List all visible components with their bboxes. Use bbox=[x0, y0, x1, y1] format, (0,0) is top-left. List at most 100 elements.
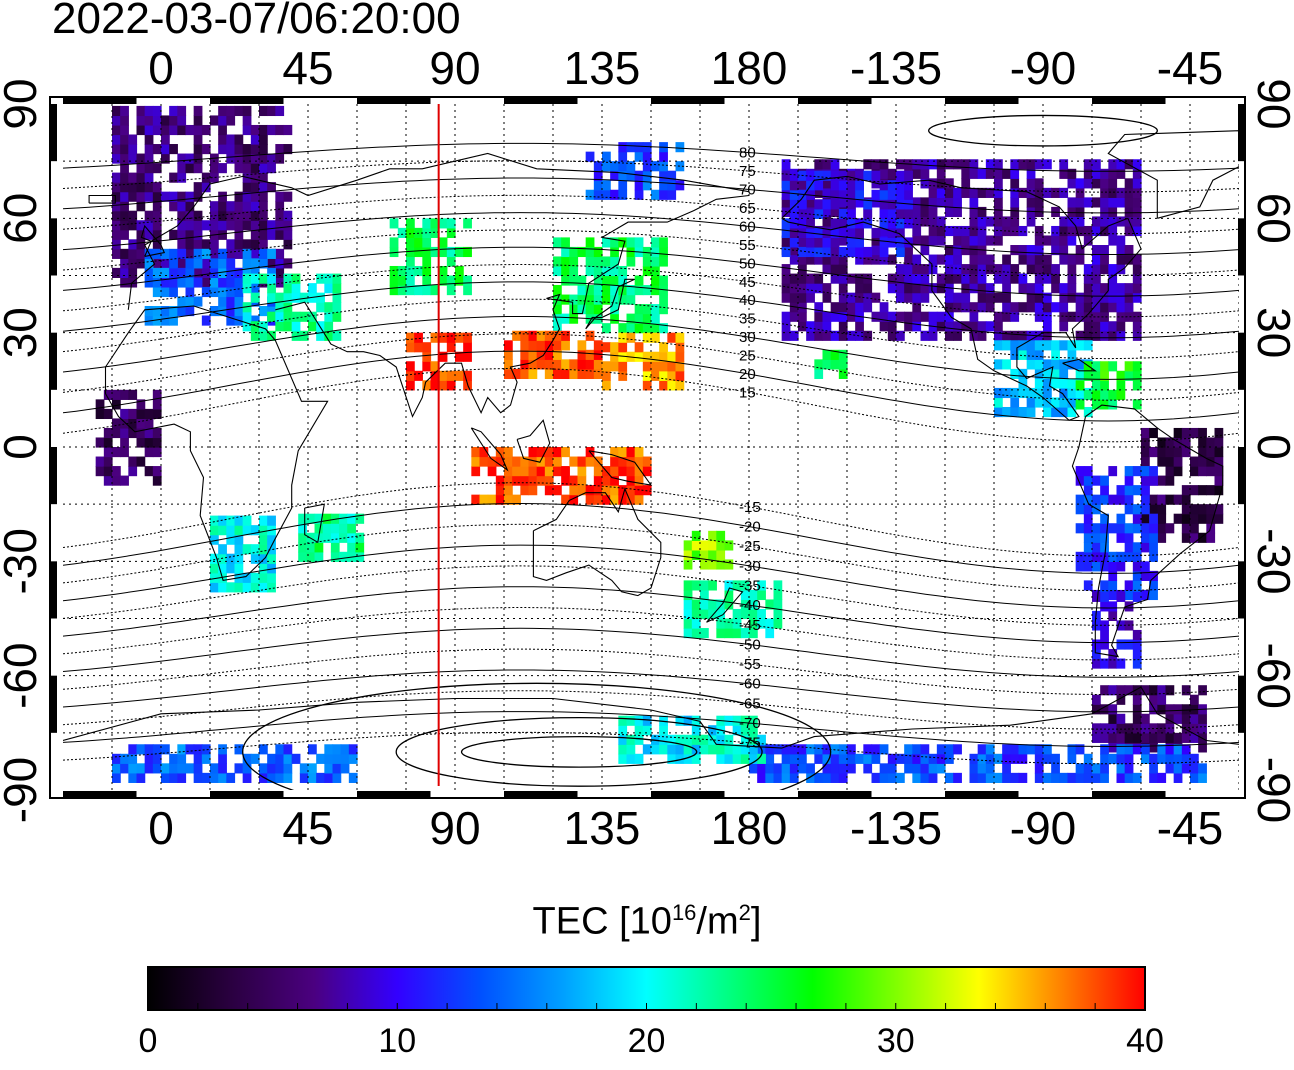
tec-cell bbox=[438, 275, 448, 286]
tec-cell bbox=[814, 744, 824, 755]
tec-cell bbox=[1124, 723, 1134, 734]
tec-cell bbox=[1124, 197, 1134, 208]
tec-cell bbox=[626, 744, 636, 755]
tec-cell bbox=[250, 315, 260, 326]
top-lon-label: -135 bbox=[850, 42, 942, 94]
tec-cell bbox=[602, 370, 611, 381]
right-lat-label: 30 bbox=[1248, 307, 1294, 358]
tec-cell bbox=[896, 264, 905, 275]
magnetic-pole-contour bbox=[928, 114, 1158, 147]
tec-cell bbox=[259, 182, 268, 193]
tec-cell bbox=[152, 447, 162, 458]
tec-cell bbox=[985, 254, 995, 265]
tec-cell bbox=[585, 151, 595, 162]
tec-cell bbox=[977, 302, 987, 313]
tec-cell bbox=[1026, 254, 1036, 265]
tec-cell bbox=[585, 330, 595, 341]
tec-cell bbox=[977, 168, 987, 179]
tec-cell bbox=[830, 772, 840, 783]
tec-cell bbox=[1075, 254, 1085, 265]
tec-cell bbox=[438, 351, 448, 362]
tec-cell bbox=[610, 361, 619, 372]
tec-cell bbox=[1124, 523, 1134, 534]
tec-cell bbox=[879, 199, 889, 210]
tec-cell bbox=[152, 277, 162, 288]
tec-cell bbox=[847, 744, 856, 755]
tec-cell bbox=[259, 553, 268, 564]
tec-cell bbox=[120, 437, 129, 448]
tec-cell bbox=[161, 277, 170, 288]
right-lat-label: -30 bbox=[1248, 528, 1294, 594]
tec-cell bbox=[977, 330, 987, 341]
tec-cell bbox=[920, 245, 930, 256]
tec-cell bbox=[1149, 466, 1158, 477]
tec-cell bbox=[618, 494, 628, 505]
tec-cell bbox=[324, 273, 334, 284]
tec-cell bbox=[1083, 311, 1093, 322]
tec-cell bbox=[1051, 264, 1060, 275]
tec-cell bbox=[267, 763, 276, 774]
tec-cell bbox=[1116, 685, 1126, 696]
tec-cell bbox=[912, 753, 922, 764]
coastline-antarctica bbox=[63, 686, 1239, 749]
tec-cell bbox=[479, 447, 489, 458]
magnetic-latitude-label: 50 bbox=[739, 255, 756, 272]
tec-cell bbox=[332, 772, 342, 783]
tec-cell bbox=[152, 267, 162, 279]
tec-cell bbox=[896, 283, 905, 294]
tec-cell bbox=[242, 572, 252, 583]
tec-cell bbox=[1206, 532, 1216, 543]
tec-cell bbox=[161, 153, 170, 164]
magnetic-latitude-label: 30 bbox=[739, 329, 756, 346]
tec-cell bbox=[1108, 601, 1118, 612]
tec-cell bbox=[340, 744, 350, 755]
tec-cell bbox=[749, 734, 758, 745]
tec-cell bbox=[806, 283, 815, 294]
tec-cell bbox=[700, 744, 709, 755]
tec-cell bbox=[806, 273, 815, 284]
tec-cell bbox=[553, 368, 562, 379]
tec-cell bbox=[642, 351, 652, 362]
tec-cell bbox=[1108, 178, 1118, 189]
tec-cell bbox=[1149, 523, 1158, 534]
tec-cell bbox=[593, 246, 603, 258]
tec-cell bbox=[887, 753, 897, 764]
tec-cell bbox=[259, 763, 268, 774]
tec-cell bbox=[1059, 216, 1069, 227]
tec-cell bbox=[1092, 389, 1101, 400]
tec-cell bbox=[1198, 685, 1207, 696]
tec-cell bbox=[234, 191, 244, 202]
tec-cell bbox=[1083, 159, 1093, 170]
timestamp-label: 2022-03-07/06:20:00 bbox=[52, 0, 461, 43]
tec-cell bbox=[969, 264, 979, 275]
tec-cell bbox=[1198, 742, 1207, 753]
tec-cell bbox=[1002, 772, 1011, 783]
tec-cell bbox=[169, 258, 178, 269]
tec-cell bbox=[177, 153, 187, 164]
tec-cell bbox=[120, 105, 129, 117]
tec-cell bbox=[1132, 639, 1142, 650]
tec-cell bbox=[1067, 359, 1077, 370]
tec-cell bbox=[463, 351, 472, 362]
tec-cell bbox=[936, 254, 946, 265]
tec-cell bbox=[112, 105, 121, 117]
tec-cell bbox=[1149, 570, 1158, 581]
tec-cell bbox=[757, 734, 766, 745]
tec-cell bbox=[201, 258, 211, 269]
tec-cell bbox=[593, 285, 603, 296]
tec-cell bbox=[324, 753, 334, 764]
tec-cell bbox=[339, 551, 348, 562]
tec-cell bbox=[455, 275, 464, 286]
tec-cell bbox=[822, 330, 832, 341]
tec-cell bbox=[708, 530, 717, 541]
tec-cell bbox=[1059, 397, 1069, 408]
tec-cell bbox=[789, 170, 799, 181]
tec-cell bbox=[953, 187, 962, 198]
tec-cell bbox=[347, 513, 356, 524]
tec-cell bbox=[847, 237, 856, 248]
tec-cell bbox=[879, 189, 889, 200]
tec-cell bbox=[618, 753, 628, 764]
tec-cell bbox=[218, 267, 227, 279]
tec-cell bbox=[422, 342, 432, 353]
tec-cell bbox=[822, 359, 832, 370]
